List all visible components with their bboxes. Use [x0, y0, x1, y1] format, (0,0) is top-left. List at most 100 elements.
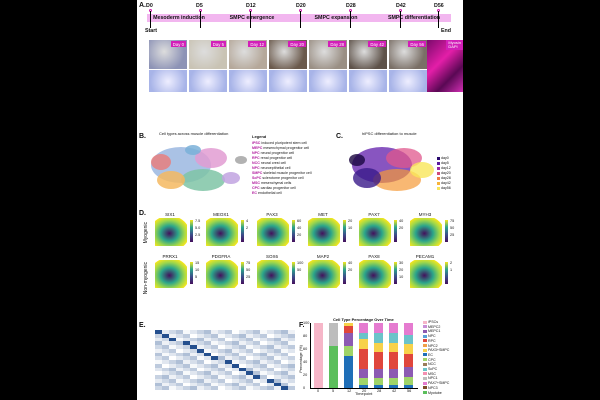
heatmap-cell — [225, 386, 232, 390]
colorbar-tick: 30 — [399, 261, 404, 265]
y-axis — [310, 323, 311, 388]
panel-b-title: Cell types across muscle differentiation — [159, 131, 229, 136]
feature-umap — [155, 218, 187, 246]
bar-segment — [359, 339, 368, 349]
heatmap-cell — [232, 356, 239, 360]
heatmap-cell — [211, 363, 218, 368]
heatmap-cell — [204, 330, 211, 334]
heatmap-cell — [253, 382, 260, 387]
bar-segment — [374, 384, 383, 388]
legend-desc: mesenchymal progenitor cell — [263, 146, 310, 150]
day-legend-label: day0 — [441, 156, 449, 160]
heatmap-cell — [169, 367, 176, 372]
heatmap-cell — [274, 345, 281, 349]
heatmap-cell — [232, 341, 239, 345]
heatmap-cell — [246, 330, 253, 334]
heatmap-cell — [239, 356, 246, 360]
heatmap-cell — [204, 352, 211, 357]
bar-legend-label: ScPC — [428, 367, 438, 371]
heatmap-cell — [211, 330, 218, 334]
panel-c-title: hiPSC differentiation to muscle — [362, 131, 417, 136]
legend-entry: NCC neural crest cell — [252, 161, 286, 165]
heatmap-cell — [155, 333, 162, 338]
heatmap-cell — [253, 363, 260, 368]
bar-legend-entry: PAX3+SMPC — [423, 348, 449, 352]
bar-legend-swatch — [423, 320, 427, 324]
bar-segment — [374, 342, 383, 353]
bar-legend-entry: NPC1 — [423, 376, 438, 380]
heatmap-cell — [197, 360, 204, 364]
bar-legend-entry: NCC — [423, 362, 436, 366]
bar-segment — [389, 323, 398, 333]
colorbar-tick: 100 — [297, 261, 304, 265]
heatmap-cell — [169, 386, 176, 390]
colorbar-tick: 10 — [399, 275, 404, 279]
day-swatch — [437, 186, 440, 190]
heatmap-cell — [162, 348, 169, 353]
micrograph-day-label: Day 12 — [248, 41, 266, 47]
heatmap-cell — [246, 337, 253, 342]
colorbar-tick: 5 — [195, 275, 198, 279]
heatmap-cell — [190, 352, 197, 357]
bar-legend-label: PAX3+SMPC — [428, 348, 450, 353]
panel-a-label: A. — [139, 2, 146, 9]
x-tick-label: 0 — [317, 389, 320, 393]
figure: A. Mesoderm induction SMPC emergence SMP… — [137, 0, 463, 400]
day-legend-label: day56 — [441, 186, 451, 190]
heatmap-cell — [274, 348, 281, 353]
bar-legend-swatch — [423, 386, 427, 390]
heatmap-cell — [218, 363, 225, 368]
heatmap-cell — [218, 386, 225, 390]
heatmap-cell — [176, 356, 183, 360]
colorbar-tick: 4 — [246, 219, 249, 223]
bar-segment — [404, 323, 413, 335]
heatmap-cell — [197, 333, 204, 338]
bar-legend-label: NPC — [428, 334, 436, 339]
heatmap-cell — [225, 330, 232, 334]
heatmap-cell — [169, 375, 176, 379]
heatmap-cell — [260, 375, 267, 379]
bar-legend-swatch — [423, 334, 427, 338]
heatmap-cell — [190, 341, 197, 345]
timeline-day: D20 — [296, 3, 306, 9]
heatmap-cell — [253, 356, 260, 360]
micrograph: Day 12 — [229, 40, 267, 92]
legend-desc: renal progenitor cell — [260, 156, 293, 160]
heatmap-cell — [267, 382, 274, 387]
heatmap-cell — [218, 360, 225, 364]
heatmap-cell — [211, 360, 218, 364]
heatmap-cell — [176, 386, 183, 390]
heatmap-cell — [190, 348, 197, 353]
heatmap-cell — [281, 356, 288, 360]
gene-label: MEOX1 — [213, 212, 229, 217]
nonmyogenic-label: Non-myogenic — [143, 262, 149, 295]
myosin-stain-image: Myosin DAPI — [427, 40, 463, 92]
heatmap-cell — [232, 352, 239, 357]
heatmap-cell — [281, 367, 288, 372]
bar-legend-entry: CPC — [423, 358, 436, 362]
colorbar-tick: 75 — [450, 219, 455, 223]
heatmap-cell — [281, 333, 288, 338]
heatmap-cell — [239, 386, 246, 390]
heatmap-cell — [260, 348, 267, 353]
bar-legend-label: RPC — [428, 338, 436, 343]
bar-segment — [359, 368, 368, 379]
heatmap-cell — [176, 330, 183, 334]
bar-legend-label: NPC2 — [428, 343, 438, 348]
legend-entry: iPSC induced pluripotent stem cell — [252, 141, 307, 145]
heatmap-cell — [225, 333, 232, 338]
y-tick-label: 100 — [303, 321, 310, 325]
heatmap-cell — [232, 378, 239, 383]
bar-legend-swatch — [423, 344, 427, 348]
heatmap-cell — [218, 341, 225, 345]
legend-abbrev: MSC — [252, 181, 261, 185]
heatmap-cell — [197, 345, 204, 349]
micrograph-day-label: Day 5 — [210, 41, 226, 47]
micrograph-day-label: Day 0 — [170, 41, 186, 47]
heatmap-cell — [176, 341, 183, 345]
heatmap-cell — [260, 352, 267, 357]
bar-legend-swatch — [423, 362, 427, 366]
heatmap-cell — [204, 333, 211, 338]
colorbar — [190, 262, 193, 284]
heatmap-cell — [169, 360, 176, 364]
